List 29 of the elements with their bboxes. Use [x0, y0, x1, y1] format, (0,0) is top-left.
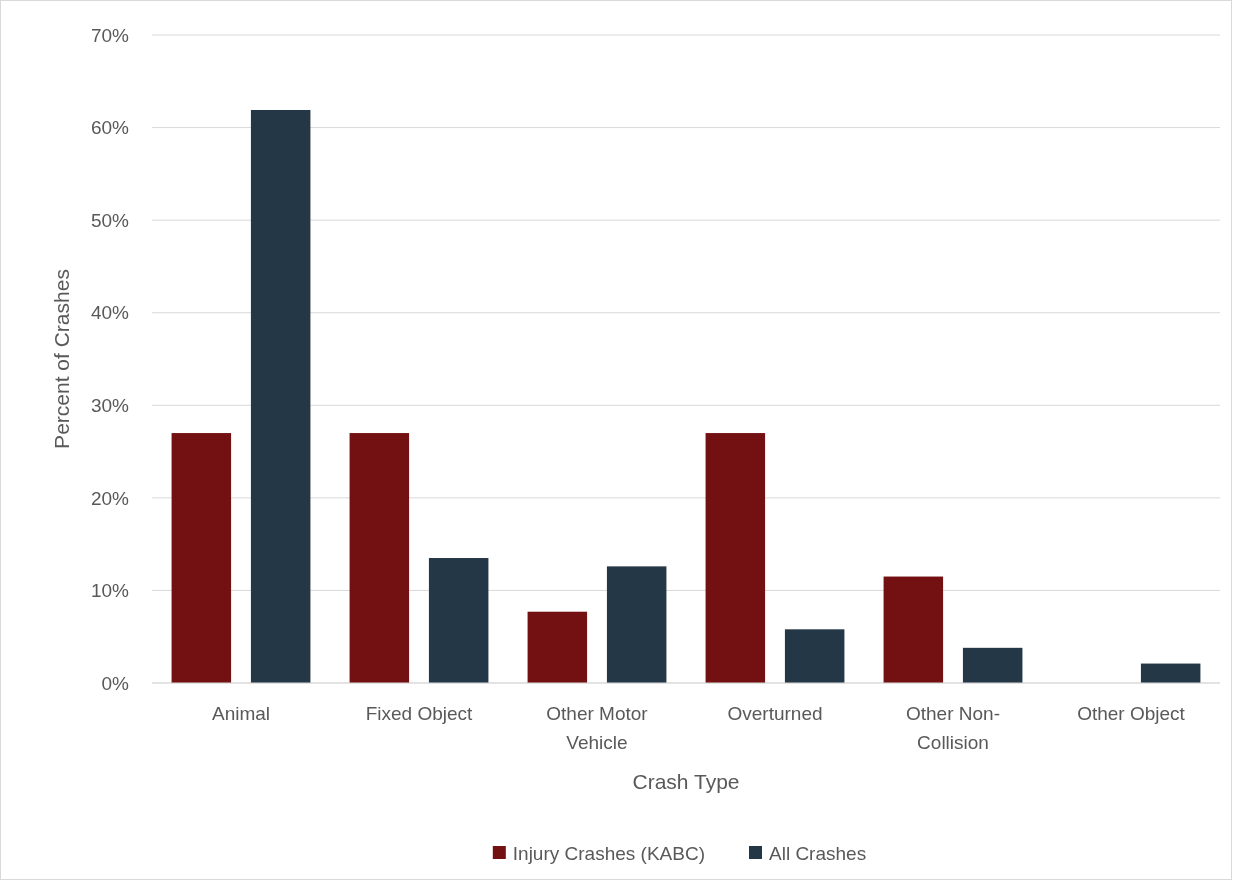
bar	[250, 109, 311, 683]
x-tick-label: Other Object	[1077, 703, 1186, 724]
x-axis-title: Crash Type	[632, 770, 740, 793]
bar	[883, 576, 944, 683]
bar	[962, 647, 1023, 683]
bar	[705, 433, 766, 683]
y-tick-label: 50%	[90, 209, 130, 231]
y-tick-label: 30%	[90, 394, 130, 416]
bar	[428, 558, 489, 683]
x-tick-label: Overturned	[727, 703, 823, 724]
y-tick-label: 10%	[90, 580, 130, 602]
y-tick-label: 60%	[90, 117, 130, 139]
bar	[1140, 663, 1201, 683]
x-tick-label: Other Motor Vehicle	[546, 703, 649, 753]
bar	[349, 433, 410, 683]
bar	[527, 611, 588, 683]
y-tick-label: 0%	[101, 672, 130, 694]
bar	[171, 433, 232, 683]
bar	[606, 566, 667, 683]
y-tick-label: 20%	[90, 487, 130, 509]
bar	[784, 629, 845, 683]
x-tick-label: Animal	[211, 703, 271, 724]
y-axis-title: Percent of Crashes	[50, 269, 73, 449]
x-tick-label: Other Non-Collision	[906, 703, 1000, 753]
legend-label: Injury Crashes (KABC)	[512, 842, 705, 864]
y-tick-label: 40%	[90, 302, 130, 324]
y-tick-label: 70%	[90, 24, 130, 46]
x-tick-label: Fixed Object	[365, 703, 474, 724]
legend-label: All Crashes	[769, 842, 867, 864]
